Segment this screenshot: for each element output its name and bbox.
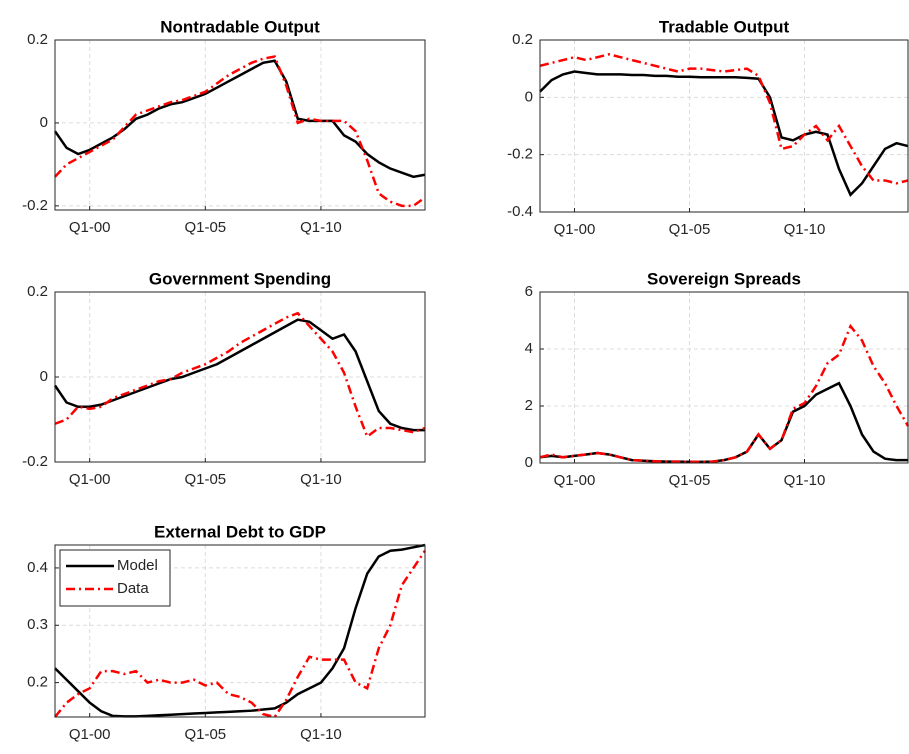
x-tick-label: Q1-05 [184, 219, 226, 236]
y-tick-label: 0.2 [27, 283, 48, 300]
y-tick-label: -0.4 [507, 203, 533, 220]
y-tick-label: 0 [40, 368, 48, 385]
plot-area [540, 292, 908, 463]
y-tick-label: 0 [525, 88, 533, 105]
y-tick-label: 0 [525, 454, 533, 471]
legend-box [59, 549, 171, 607]
plot-area [55, 40, 425, 210]
axes-box [54, 291, 426, 463]
x-tick-label: Q1-05 [184, 726, 226, 743]
chart-title: Government Spending [149, 269, 331, 288]
series-line [539, 53, 909, 185]
x-tick-label: Q1-10 [300, 726, 342, 743]
chart-title: Sovereign Spreads [647, 269, 801, 288]
x-tick-label: Q1-00 [69, 726, 111, 743]
series-line [54, 311, 426, 439]
x-tick-label: Q1-10 [300, 219, 342, 236]
chart-title: External Debt to GDP [154, 522, 326, 541]
y-tick-label: 0.2 [27, 674, 48, 691]
legend-label: Model [117, 557, 158, 574]
y-tick-label: 0.2 [27, 31, 48, 48]
y-tick-label: -0.2 [507, 146, 533, 163]
y-tick-label: 0 [40, 114, 48, 131]
x-tick-label: Q1-05 [184, 471, 226, 488]
x-tick-label: Q1-10 [784, 472, 826, 489]
y-tick-label: 0.3 [27, 616, 48, 633]
x-tick-label: Q1-10 [784, 221, 826, 238]
axes-box [54, 39, 426, 211]
series-line [54, 543, 426, 718]
y-tick-label: 6 [525, 283, 533, 300]
axes-box [54, 544, 426, 718]
chart-title: Nontradable Output [160, 17, 320, 36]
x-tick-label: Q1-05 [669, 221, 711, 238]
legend-label: Data [117, 580, 149, 597]
y-tick-label: 0.4 [27, 559, 48, 576]
chart-title: Tradable Output [659, 17, 790, 36]
axes-box [539, 39, 909, 213]
y-tick-label: 4 [525, 340, 533, 357]
x-tick-label: Q1-05 [669, 472, 711, 489]
axes-box [539, 291, 909, 464]
series-line [539, 70, 909, 197]
x-tick-label: Q1-00 [69, 219, 111, 236]
y-tick-label: 2 [525, 397, 533, 414]
x-tick-label: Q1-00 [554, 472, 596, 489]
plot-area [540, 40, 908, 212]
series-line [53, 59, 426, 179]
y-tick-label: 0.2 [512, 31, 533, 48]
series-line [53, 318, 425, 432]
series-line [539, 323, 909, 464]
y-tick-label: -0.2 [22, 453, 48, 470]
x-tick-label: Q1-10 [300, 471, 342, 488]
series-line [54, 550, 427, 719]
x-tick-label: Q1-00 [69, 471, 111, 488]
y-tick-label: -0.2 [22, 197, 48, 214]
x-tick-label: Q1-00 [554, 221, 596, 238]
